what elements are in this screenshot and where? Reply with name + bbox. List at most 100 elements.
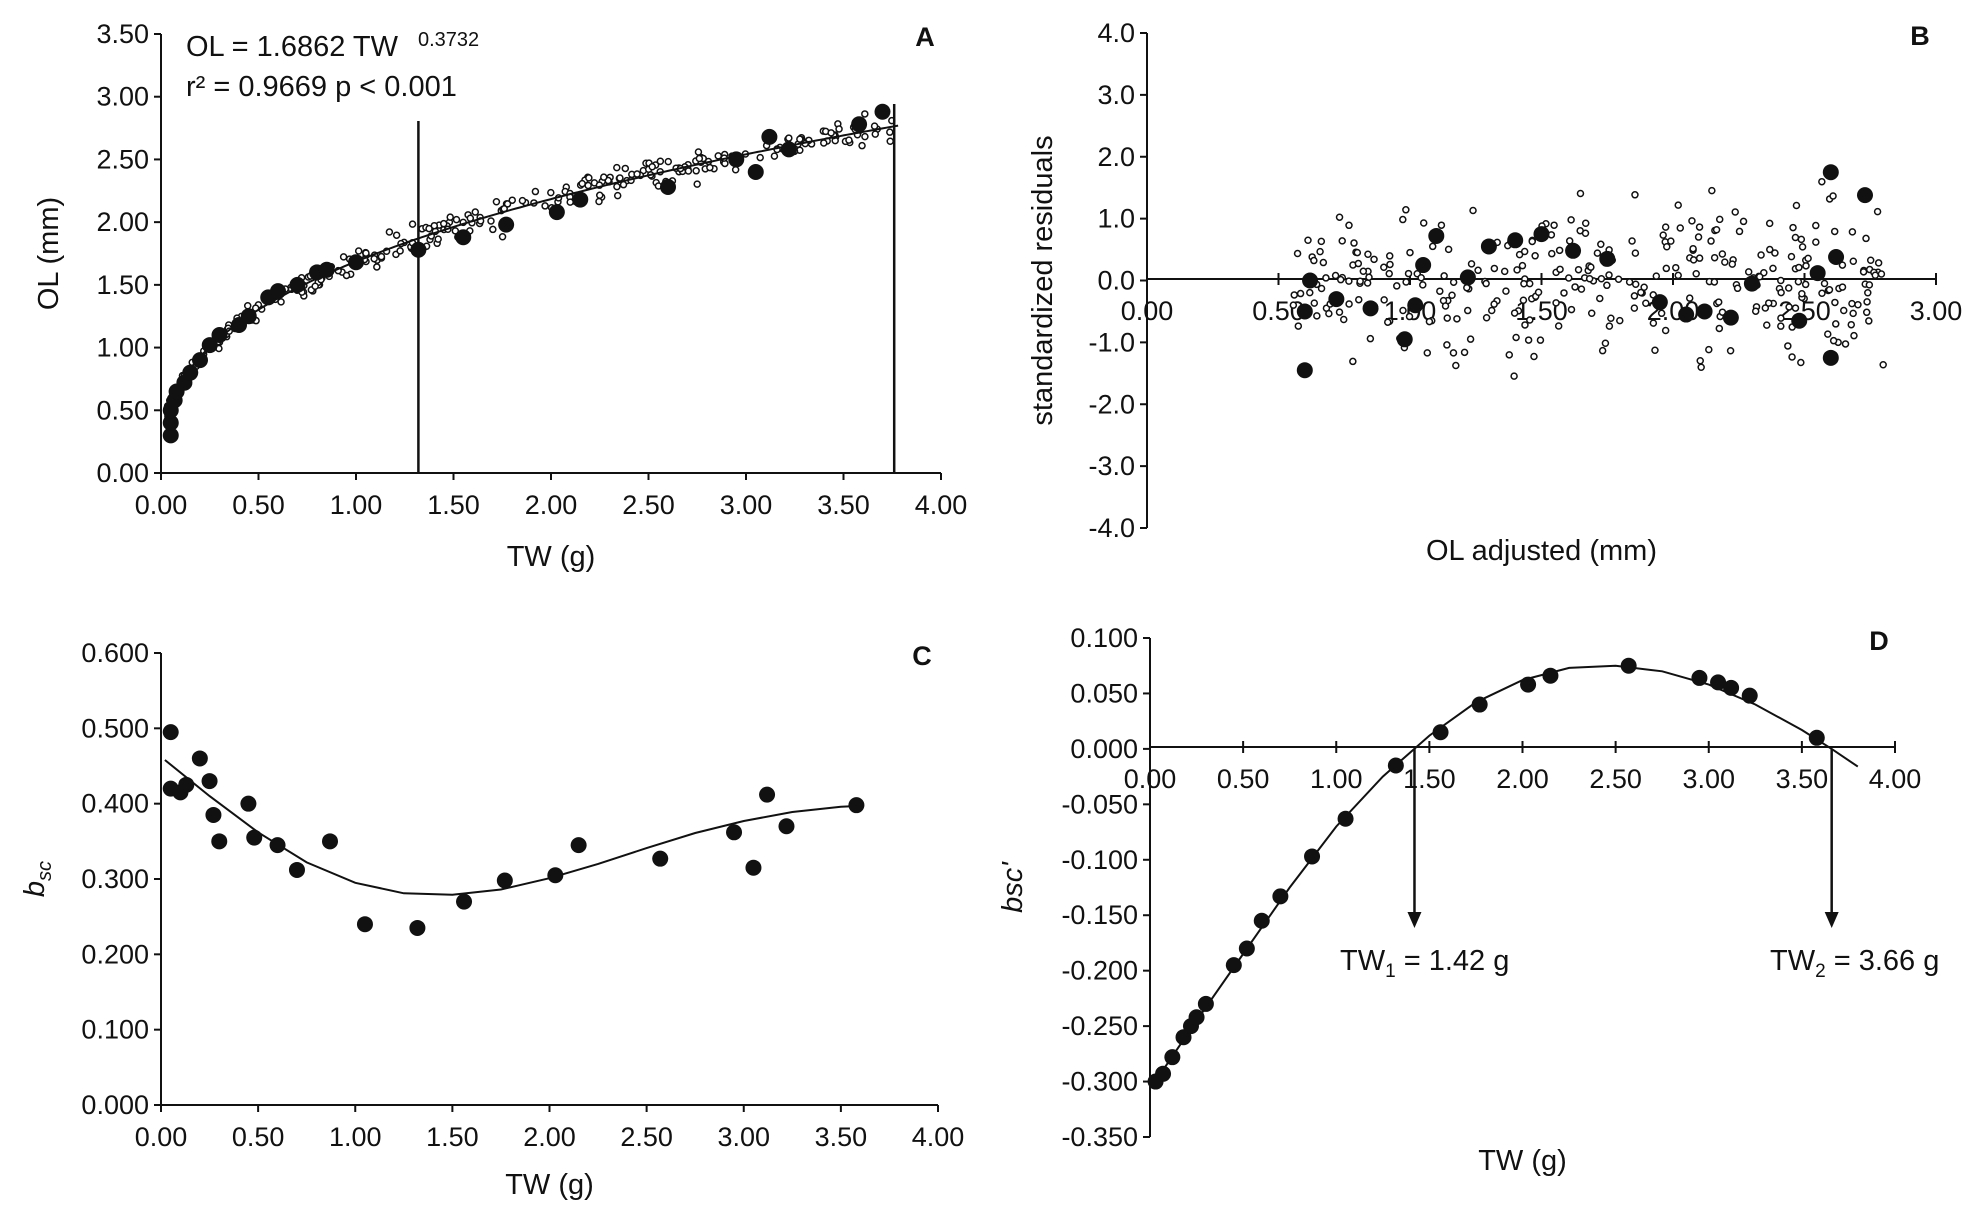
small-data-point	[1849, 257, 1858, 266]
data-point	[1809, 265, 1826, 282]
small-data-point	[1482, 279, 1490, 288]
small-data-point	[1651, 346, 1659, 354]
small-data-point	[1335, 308, 1344, 316]
y-tick-label: -0.350	[1061, 1122, 1138, 1152]
small-data-point	[1761, 304, 1770, 312]
data-point	[288, 861, 305, 878]
small-data-point	[1794, 277, 1803, 286]
data-point	[1188, 1009, 1205, 1026]
y-tick-label: 0.100	[1070, 623, 1138, 653]
panel-a: 0.00 0.50 1.00 1.50 2.00 2.50 3.00 3.50 0.00 0.50…	[33, 19, 967, 573]
small-data-point	[595, 191, 604, 200]
data-point	[1678, 306, 1695, 323]
small-data-point	[600, 173, 608, 181]
small-data-point	[1331, 271, 1340, 280]
small-data-point	[648, 163, 656, 171]
small-data-point	[694, 148, 703, 156]
data-point	[498, 216, 515, 233]
small-data-point	[1804, 254, 1812, 263]
small-data-point	[1443, 341, 1451, 349]
x-tick-label: 1.00	[329, 1122, 382, 1152]
small-data-point	[396, 247, 404, 255]
data-point	[1253, 912, 1270, 929]
data-point	[456, 893, 473, 910]
small-data-point	[452, 215, 461, 224]
small-data-point	[731, 166, 740, 174]
x-tick-label: 3.50	[1776, 764, 1829, 794]
small-data-point	[1601, 339, 1610, 348]
small-data-point	[684, 167, 693, 175]
small-data-point	[1365, 273, 1373, 281]
down-arrow-icon	[1407, 912, 1422, 928]
small-data-point	[1757, 251, 1765, 259]
data-point	[1362, 300, 1379, 317]
data-point	[1225, 957, 1242, 974]
data-point	[201, 773, 218, 790]
small-data-point	[595, 197, 603, 206]
small-data-point	[1596, 294, 1604, 303]
small-data-point	[1355, 295, 1363, 304]
small-data-point	[1692, 270, 1700, 278]
x-tick-label: 2.00	[1496, 764, 1549, 794]
small-data-point	[1818, 289, 1826, 298]
small-data-point	[1744, 268, 1753, 276]
small-data-point	[1605, 271, 1613, 279]
small-data-point	[439, 219, 448, 228]
small-data-point	[1515, 250, 1524, 259]
data-point	[1620, 657, 1637, 674]
small-data-point	[1353, 248, 1362, 257]
small-data-point	[1460, 348, 1469, 357]
small-data-point	[342, 271, 351, 280]
small-data-point	[503, 200, 512, 208]
x-axis-label: TW (g)	[507, 541, 596, 573]
small-data-point	[547, 188, 555, 197]
small-data-point	[1789, 223, 1797, 232]
small-data-point	[1797, 358, 1805, 367]
small-data-point	[541, 202, 549, 210]
small-data-point	[1661, 326, 1670, 335]
small-data-point	[1825, 286, 1834, 294]
small-data-point	[1721, 258, 1729, 266]
panel-letter: C	[912, 641, 932, 671]
small-data-point	[845, 136, 853, 144]
small-data-point	[858, 141, 866, 150]
small-data-point	[1797, 235, 1806, 244]
y-tick-label: 0.500	[81, 713, 149, 743]
data-point	[211, 833, 228, 850]
small-data-point	[1718, 250, 1727, 258]
small-data-point	[1383, 318, 1392, 326]
x-tick-label: 2.50	[622, 490, 675, 520]
small-data-point	[1339, 315, 1348, 324]
small-data-point	[1766, 245, 1774, 254]
small-data-point	[1630, 292, 1639, 300]
y-axis-label: bsc'	[997, 861, 1029, 913]
y-tick-label: -0.050	[1061, 789, 1138, 819]
small-data-point	[1402, 206, 1410, 214]
data-point	[1415, 257, 1432, 274]
small-data-point	[430, 221, 439, 230]
small-data-point	[613, 163, 621, 172]
small-data-point	[1784, 284, 1793, 292]
small-data-point	[377, 252, 386, 261]
x-tick-label: 1.50	[1403, 764, 1456, 794]
data-point	[778, 818, 795, 835]
small-data-point	[1712, 225, 1721, 234]
small-data-point	[1788, 353, 1796, 361]
small-data-point	[1405, 312, 1414, 321]
small-data-point	[1313, 312, 1321, 320]
small-data-point	[1556, 265, 1564, 274]
small-data-point	[1463, 306, 1472, 315]
small-data-point	[1598, 346, 1607, 355]
small-data-point	[1676, 224, 1685, 232]
y-tick-label: -0.300	[1061, 1067, 1138, 1097]
data-point	[548, 204, 565, 221]
data-point	[1520, 676, 1537, 693]
small-data-point	[1637, 288, 1645, 297]
small-data-point	[434, 235, 442, 243]
small-data-point	[1419, 219, 1428, 227]
small-data-point	[1576, 189, 1585, 198]
data-point	[1328, 291, 1345, 308]
panel-letter: A	[915, 22, 935, 52]
small-data-point	[1662, 264, 1671, 273]
